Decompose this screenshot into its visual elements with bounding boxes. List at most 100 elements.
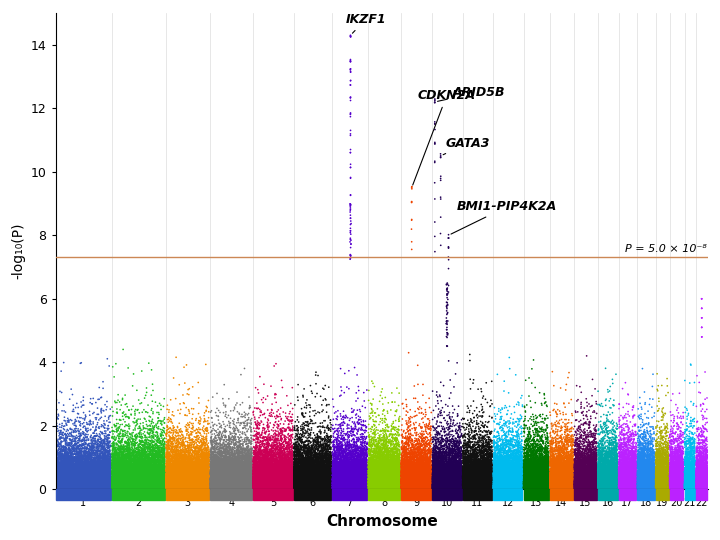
Point [68, 470, 80, 479]
Point [597, 469, 608, 477]
Point [94, 438, 106, 447]
Point [510, 453, 521, 461]
Point [459, 481, 471, 490]
Point [348, 485, 360, 494]
Point [82, 477, 94, 486]
Point [502, 467, 513, 476]
Point [490, 460, 501, 469]
Point [276, 476, 288, 485]
Point [52, 460, 63, 468]
Point [275, 465, 287, 474]
Point [629, 461, 640, 470]
Point [171, 471, 182, 480]
Point [183, 467, 194, 475]
Point [103, 461, 114, 470]
Point [266, 475, 277, 483]
Point [60, 477, 71, 485]
Point [89, 468, 101, 477]
Point [545, 484, 557, 493]
Point [562, 480, 573, 489]
Point [532, 475, 544, 484]
Point [212, 480, 223, 488]
Point [318, 472, 330, 481]
Point [597, 466, 608, 475]
Point [304, 482, 315, 491]
Point [672, 461, 684, 469]
Point [111, 481, 122, 489]
Point [670, 477, 682, 485]
Point [642, 484, 653, 492]
Point [465, 484, 477, 493]
Point [245, 469, 256, 478]
Point [134, 463, 145, 472]
Point [132, 468, 144, 477]
Point [593, 475, 604, 484]
Point [408, 483, 419, 491]
Point [355, 478, 366, 487]
Point [249, 477, 261, 485]
Point [510, 475, 522, 484]
Point [469, 417, 480, 426]
Point [214, 471, 225, 480]
Point [521, 472, 532, 481]
Point [346, 481, 358, 489]
Point [513, 483, 525, 491]
Point [484, 465, 495, 474]
Point [336, 445, 347, 454]
Point [367, 484, 379, 493]
Point [597, 469, 608, 478]
Point [516, 481, 528, 489]
Point [354, 484, 365, 493]
Point [361, 478, 372, 487]
Point [382, 461, 393, 470]
Point [325, 476, 336, 484]
Point [118, 482, 130, 491]
Point [587, 466, 598, 475]
Point [585, 428, 597, 436]
Point [611, 464, 623, 473]
Point [292, 484, 303, 493]
Point [349, 474, 361, 482]
Point [470, 475, 482, 483]
Point [257, 470, 269, 478]
Point [431, 474, 442, 482]
Point [420, 484, 432, 492]
Point [634, 426, 645, 435]
Point [644, 483, 656, 491]
Point [275, 478, 287, 487]
Point [73, 475, 84, 484]
Point [199, 476, 210, 485]
Point [53, 470, 65, 479]
Point [60, 475, 72, 484]
Point [73, 482, 84, 490]
Point [668, 483, 680, 492]
Point [393, 484, 405, 492]
Point [698, 446, 710, 454]
Point [580, 469, 591, 478]
Point [65, 462, 76, 470]
Point [691, 469, 703, 477]
Point [333, 485, 345, 494]
Point [682, 469, 693, 478]
Point [53, 480, 65, 488]
Point [446, 483, 457, 492]
Point [546, 475, 557, 484]
Point [670, 482, 682, 491]
Point [368, 477, 379, 485]
Point [357, 433, 369, 441]
Point [122, 482, 133, 490]
Point [95, 472, 107, 481]
Point [246, 480, 258, 488]
Point [624, 430, 636, 439]
Point [328, 481, 340, 490]
Point [600, 469, 611, 477]
Point [516, 482, 528, 491]
Point [502, 477, 513, 486]
Point [164, 477, 176, 486]
Point [112, 484, 123, 493]
Point [645, 457, 657, 466]
Point [153, 482, 165, 490]
Point [546, 483, 558, 491]
Point [449, 484, 461, 493]
Point [640, 436, 652, 445]
